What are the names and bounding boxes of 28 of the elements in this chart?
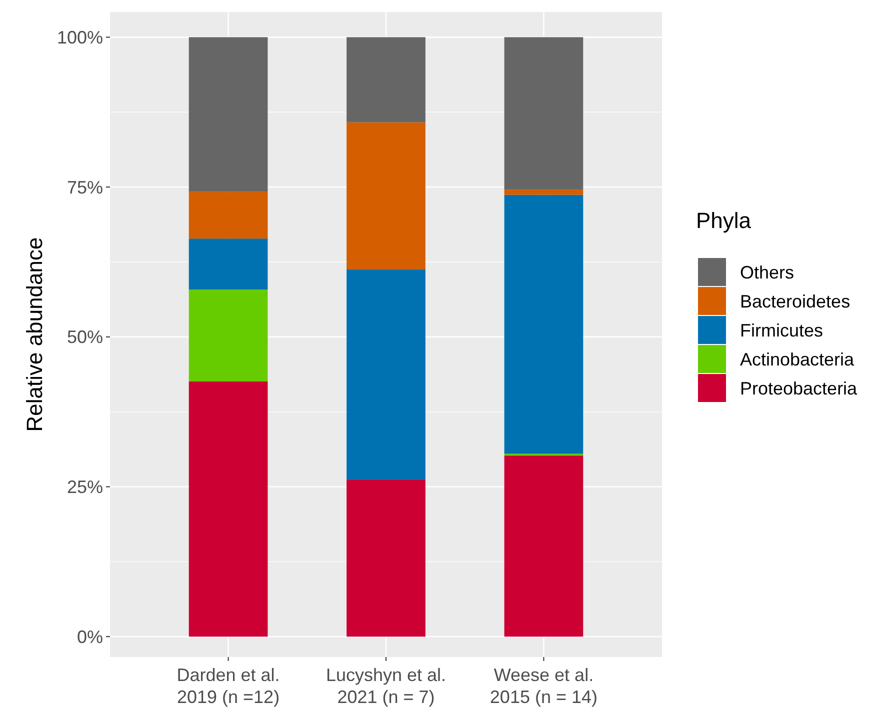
y-tick-label: 25% bbox=[66, 477, 103, 498]
y-tick-label: 0% bbox=[76, 626, 103, 647]
y-tick-label: 50% bbox=[66, 327, 103, 348]
legend-label: Proteobacteria bbox=[740, 378, 858, 398]
legend-title: Phyla bbox=[696, 208, 752, 233]
bar bbox=[188, 192, 268, 239]
bar bbox=[346, 480, 426, 637]
bar bbox=[346, 37, 426, 122]
bar bbox=[188, 290, 268, 382]
legend-label: Firmicutes bbox=[740, 320, 824, 340]
bar bbox=[504, 194, 584, 454]
bar bbox=[504, 37, 584, 190]
bar bbox=[504, 189, 584, 195]
x-tick-label: Weese et al. 2015 (n = 14) bbox=[490, 665, 598, 707]
x-tick-label: Darden et al. 2019 (n =12) bbox=[176, 665, 280, 707]
bar bbox=[346, 269, 426, 480]
legend-label: Actinobacteria bbox=[740, 349, 856, 370]
bar bbox=[188, 238, 268, 290]
legend-label: Bacteroidetes bbox=[740, 291, 850, 312]
bar bbox=[188, 37, 268, 192]
legend-label: Others bbox=[740, 262, 794, 282]
y-tick-label: 100% bbox=[56, 27, 103, 48]
bar bbox=[504, 456, 584, 637]
y-tick-label: 75% bbox=[66, 177, 103, 198]
y-axis-title: Relative abundance bbox=[22, 237, 47, 432]
bar bbox=[346, 122, 426, 270]
x-tick-label: Lucyshyn et al. 2021 (n = 7) bbox=[326, 665, 446, 707]
bar bbox=[188, 381, 268, 637]
